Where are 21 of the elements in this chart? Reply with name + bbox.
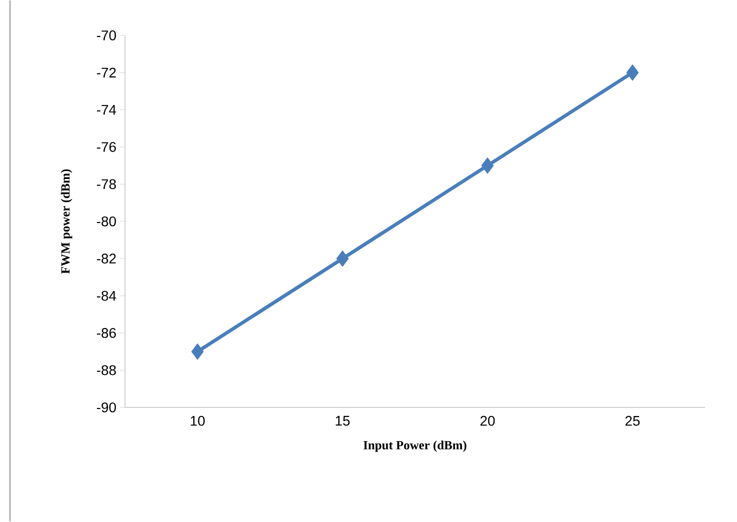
y-tick-label: -82 [96,254,116,264]
point [481,157,494,174]
x-tick-label: 15 [336,416,350,426]
y-axis-title: FWM power (dBm) [60,169,72,274]
y-tick-label: -70 [96,30,116,40]
x-axis-title: Input Power (dBm) [364,440,466,452]
y-tick-label: -72 [96,68,116,78]
y-tick-label: -74 [96,105,116,115]
x-tick-label: 25 [625,416,640,426]
y-tick-label: -90 [96,402,116,412]
y-tick-label: -88 [96,365,116,376]
y-tick-label: -76 [96,142,116,152]
x-tick-label: 20 [480,416,495,426]
y-tick-label: -86 [96,328,116,338]
point [626,64,639,81]
y-tick-label: -84 [96,290,116,301]
point [191,343,204,360]
y-tick-label: -80 [96,216,116,226]
point [336,250,349,267]
x-tick-label: 10 [190,416,205,426]
y-tick-label: -78 [96,179,116,190]
